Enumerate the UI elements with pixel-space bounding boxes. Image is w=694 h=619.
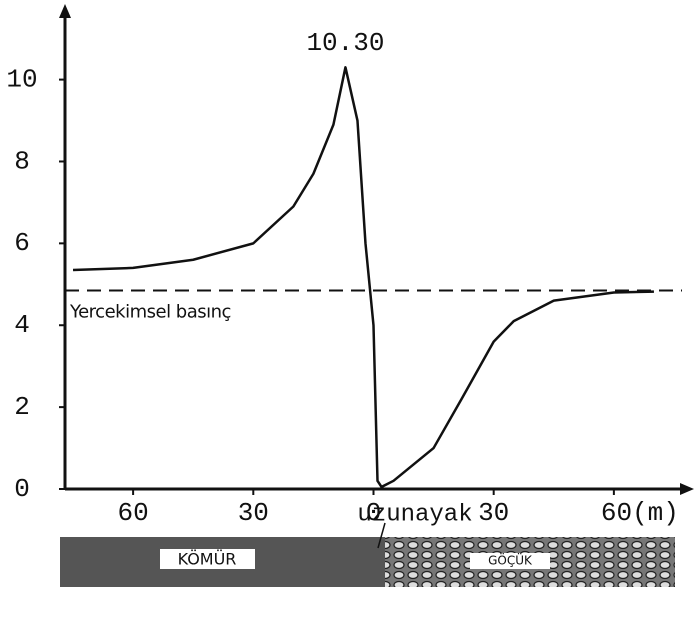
goaf-label-box	[470, 553, 550, 569]
y-axis-arrow	[59, 4, 71, 18]
data-line	[72, 66, 654, 489]
x-axis-arrow	[680, 483, 694, 495]
goaf-label: GÖÇÜK	[488, 552, 533, 568]
coal-label-box	[160, 549, 255, 569]
x-tick-label: 60	[117, 498, 148, 528]
face-label: uzunayak	[357, 501, 472, 528]
y-tick-label: 8	[14, 146, 30, 176]
coal-label: KÖMÜR	[178, 550, 237, 569]
y-tick-label: 6	[14, 228, 30, 258]
data-label: 10.30	[306, 28, 384, 58]
x-tick-label: 60(m)	[601, 498, 679, 528]
y-tick-label: 4	[14, 310, 30, 340]
y-tick-label: 10	[6, 64, 37, 94]
x-tick-label: 30	[478, 498, 509, 528]
x-tick-label: 0	[366, 498, 382, 528]
y-tick-label: 0	[14, 474, 30, 504]
x-tick-label: 30	[238, 498, 269, 528]
reference-label: Yercekimsel basınç	[69, 301, 231, 322]
y-tick-label: 2	[14, 392, 30, 422]
face-pointer	[377, 522, 386, 549]
